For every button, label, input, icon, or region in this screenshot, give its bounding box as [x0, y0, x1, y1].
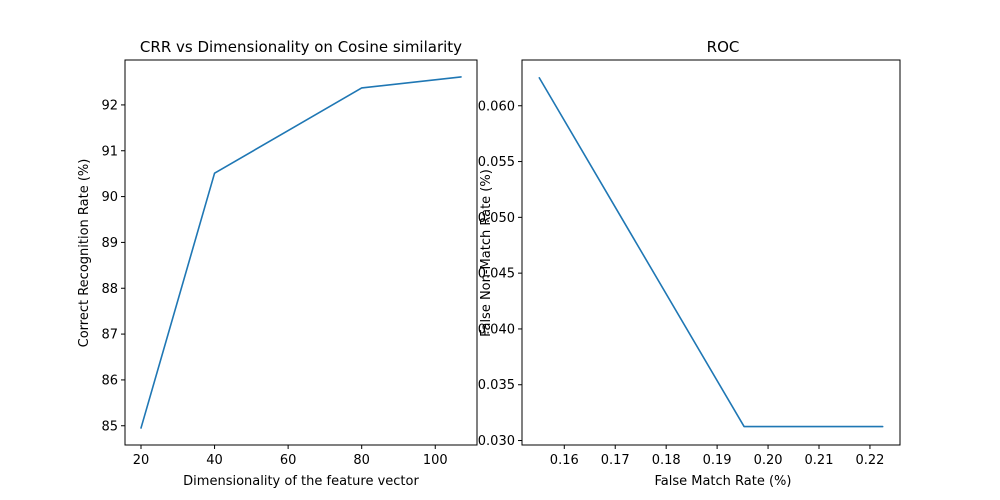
roc-chart-x-tick-label: 0.19 — [703, 453, 732, 468]
crr-chart-series-line — [140, 76, 462, 429]
crr-chart-xlabel: Dimensionality of the feature vector — [183, 474, 419, 489]
roc-chart-series-line — [538, 77, 884, 428]
roc-chart-title: ROC — [707, 38, 740, 56]
roc-chart-x-ticks: 0.16 0.17 0.18 0.19 0.20 0.21 0.22 — [550, 445, 884, 468]
roc-chart-y-tick-label: 0.035 — [478, 378, 515, 393]
crr-chart-y-tick-label: 89 — [101, 236, 118, 251]
roc-chart-y-tick-label: 0.040 — [478, 322, 515, 337]
roc-chart-y-tick-label: 0.030 — [478, 434, 515, 449]
crr-chart-x-tick-label: 40 — [206, 453, 223, 468]
crr-chart-y-ticks: 85 86 87 88 89 90 91 92 — [101, 98, 125, 434]
roc-chart-y-tick-label: 0.050 — [478, 211, 515, 226]
crr-chart-x-tick-label: 20 — [133, 453, 150, 468]
roc-chart-y-tick-label: 0.055 — [478, 155, 515, 170]
crr-chart-y-tick-label: 92 — [101, 98, 118, 113]
roc-chart-x-tick-label: 0.17 — [601, 453, 630, 468]
crr-chart-frame — [124, 59, 478, 446]
crr-chart-y-tick-label: 90 — [101, 190, 118, 205]
crr-chart-title: CRR vs Dimensionality on Cosine similari… — [140, 38, 462, 56]
roc-chart-y-tick-label: 0.045 — [478, 267, 515, 282]
crr-chart-y-tick-label: 86 — [101, 373, 118, 388]
crr-chart-x-ticks: 20 40 60 80 100 — [133, 445, 448, 468]
roc-chart: ROC False Match Rate (%) False Non-Match… — [478, 38, 901, 489]
roc-chart-x-tick-label: 0.22 — [855, 453, 884, 468]
roc-chart-xlabel: False Match Rate (%) — [654, 474, 791, 489]
roc-chart-frame — [521, 59, 901, 446]
crr-chart: CRR vs Dimensionality on Cosine similari… — [77, 38, 478, 489]
roc-chart-y-tick-label: 0.060 — [478, 99, 515, 114]
roc-chart-x-tick-label: 0.18 — [652, 453, 681, 468]
roc-chart-x-tick-label: 0.20 — [754, 453, 783, 468]
crr-chart-y-tick-label: 88 — [101, 282, 118, 297]
roc-chart-x-tick-label: 0.21 — [805, 453, 834, 468]
crr-chart-x-tick-label: 60 — [280, 453, 297, 468]
crr-chart-ylabel: Correct Recognition Rate (%) — [77, 159, 92, 348]
roc-chart-y-ticks: 0.030 0.035 0.040 0.045 0.050 0.055 0.060 — [478, 99, 522, 449]
roc-chart-ylabel: False Non-Match Rate (%) — [479, 169, 494, 337]
crr-chart-y-tick-label: 87 — [101, 328, 118, 343]
crr-chart-x-tick-label: 100 — [423, 453, 448, 468]
crr-chart-y-tick-label: 85 — [101, 419, 118, 434]
crr-chart-x-tick-label: 80 — [353, 453, 370, 468]
roc-chart-x-tick-label: 0.16 — [550, 453, 579, 468]
crr-chart-y-tick-label: 91 — [101, 144, 118, 159]
